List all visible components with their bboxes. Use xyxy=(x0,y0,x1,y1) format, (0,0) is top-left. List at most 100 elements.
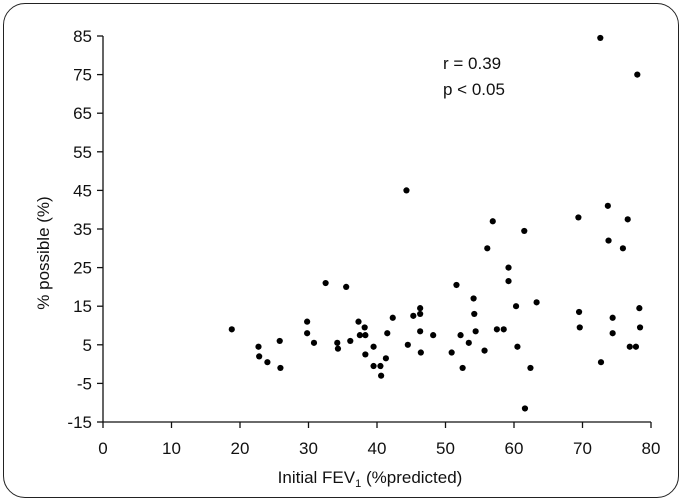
data-point xyxy=(417,349,424,356)
x-ticks: 0 10 20 30 40 50 60 70 80 xyxy=(98,422,660,458)
data-point xyxy=(459,364,466,372)
y-tick-label: 45 xyxy=(73,181,92,200)
data-point xyxy=(370,343,377,350)
axes xyxy=(102,36,651,423)
y-tick-label: 5 xyxy=(83,336,92,355)
data-point xyxy=(505,264,512,271)
data-point xyxy=(470,295,477,302)
x-tick-label: 20 xyxy=(231,439,250,458)
data-point xyxy=(410,312,417,319)
y-tick-label: 55 xyxy=(73,143,92,162)
chart-frame xyxy=(3,3,679,498)
data-point xyxy=(264,359,271,366)
data-point xyxy=(417,305,424,312)
data-point xyxy=(512,303,520,310)
data-point xyxy=(481,347,488,354)
data-point xyxy=(356,332,363,339)
data-point xyxy=(453,281,460,289)
data-point xyxy=(304,318,311,325)
x-tick-label: 30 xyxy=(299,439,318,458)
y-tick-label: 65 xyxy=(73,104,92,123)
x-axis-title-suffix: (%predicted) xyxy=(361,468,462,487)
x-axis-title-main: Initial FEV xyxy=(278,468,356,487)
data-point xyxy=(605,237,612,244)
data-point xyxy=(521,405,529,412)
data-point xyxy=(334,345,342,352)
data-point xyxy=(493,326,500,333)
data-point xyxy=(505,278,512,285)
data-point xyxy=(471,310,478,318)
x-tick-label: 10 xyxy=(162,439,181,458)
y-tick-label: 85 xyxy=(73,27,92,46)
data-point xyxy=(472,328,479,335)
data-point xyxy=(609,314,616,321)
y-tick-label: 25 xyxy=(73,259,92,278)
data-point xyxy=(417,328,424,335)
data-point xyxy=(304,330,311,337)
data-point xyxy=(634,71,641,78)
data-point xyxy=(597,34,604,42)
y-tick-label: -5 xyxy=(77,374,92,393)
data-point xyxy=(489,218,496,225)
x-tick-label: 0 xyxy=(98,439,107,458)
data-point xyxy=(430,332,437,339)
data-point xyxy=(533,299,540,306)
data-point xyxy=(632,343,640,350)
x-tick-label: 40 xyxy=(368,439,387,458)
y-tick-label: 75 xyxy=(73,66,92,85)
data-point xyxy=(384,330,391,337)
data-point xyxy=(343,283,350,290)
data-point xyxy=(624,216,631,223)
annotation-r: r = 0.39 xyxy=(443,54,501,73)
data-point xyxy=(382,355,390,362)
data-point xyxy=(448,349,455,356)
x-tick-label: 50 xyxy=(436,439,455,458)
data-point xyxy=(255,343,262,350)
data-point xyxy=(355,318,362,325)
data-point xyxy=(636,305,643,312)
data-point xyxy=(370,362,377,370)
x-tick-label: 80 xyxy=(642,439,661,458)
data-point xyxy=(347,337,354,345)
data-point xyxy=(228,326,235,333)
data-point xyxy=(604,202,611,209)
data-point xyxy=(465,339,472,346)
x-axis-title: Initial FEV1 (%predicted) xyxy=(278,468,463,490)
data-point xyxy=(404,341,411,348)
data-point xyxy=(514,343,521,350)
x-axis-title-subscript: 1 xyxy=(355,478,361,490)
data-point xyxy=(626,343,633,350)
data-point xyxy=(361,324,368,331)
data-point xyxy=(322,279,329,287)
data-point xyxy=(362,332,369,339)
y-ticks: -15 -5 5 15 25 35 45 55 65 75 85 xyxy=(67,27,103,432)
data-point xyxy=(256,353,263,360)
data-point xyxy=(527,364,534,372)
data-point xyxy=(609,330,616,337)
data-point xyxy=(377,362,384,370)
data-point xyxy=(597,359,605,366)
y-axis-title: % possible (%) xyxy=(34,196,53,309)
data-point xyxy=(277,364,284,372)
x-tick-label: 70 xyxy=(573,439,592,458)
data-points xyxy=(228,34,644,412)
data-point xyxy=(575,308,583,316)
data-point xyxy=(417,310,424,318)
annotation-p: p < 0.05 xyxy=(443,80,505,99)
y-tick-label: 35 xyxy=(73,220,92,239)
data-point xyxy=(310,339,318,346)
data-point xyxy=(378,372,385,379)
data-point xyxy=(403,187,410,194)
data-point xyxy=(484,245,491,252)
data-point xyxy=(521,227,528,235)
data-point xyxy=(389,314,396,321)
data-point xyxy=(619,245,627,252)
x-tick-label: 60 xyxy=(505,439,524,458)
data-point xyxy=(575,214,582,221)
y-tick-label: -15 xyxy=(67,413,92,432)
data-point xyxy=(636,324,644,331)
y-tick-label: 15 xyxy=(73,297,92,316)
data-point xyxy=(362,351,369,358)
data-point xyxy=(576,324,583,331)
